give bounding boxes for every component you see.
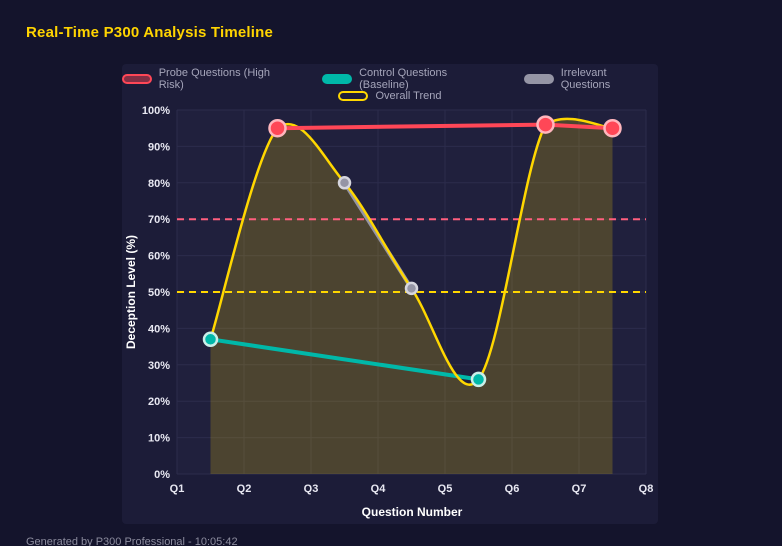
x-axis-title: Question Number [362,505,463,519]
data-point-control-questions-baseline[interactable] [470,371,487,388]
y-tick-label: 90% [148,141,170,153]
y-tick-label: 80% [148,178,170,190]
timeline-chart: Q1 Q2 Q3 Q4 Q5 Q6 Q7 Q8 0% 10% 20% 30% 40% 50% 60% 70% 8… [124,105,654,519]
data-point-probe-questions-high-risk[interactable] [603,118,622,138]
legend-item-control-questions-baseline[interactable]: Control Questions (Baseline) [322,67,498,91]
data-point-irrelevant-questions[interactable] [337,176,352,190]
x-tick-label: Q3 [304,483,319,495]
x-tick-label: Q1 [170,483,185,495]
chart-legend: Probe Questions (High Risk) Control Quest… [122,67,658,102]
x-tick-label: Q7 [572,483,587,495]
legend-item-overall-trend[interactable]: Overall Trend [338,89,442,102]
legend-item-probe-questions-high-risk[interactable]: Probe Questions (High Risk) [122,67,296,91]
chart-panel: Probe Questions (High Risk) Control Quest… [122,64,658,524]
series-line-control-questions-baseline [208,337,481,382]
y-tick-label: 20% [148,396,170,408]
legend-item-irrelevant-questions[interactable]: Irrelevant Questions [524,67,658,91]
y-tick-label: 50% [148,287,170,299]
x-tick-label: Q2 [237,483,252,495]
legend-swatch [338,90,369,101]
data-point-probe-questions-high-risk[interactable] [268,118,287,138]
legend-swatch [524,73,554,84]
y-tick-label: 100% [142,106,170,117]
page-title: Real-Time P300 Analysis Timeline [26,24,274,41]
footer-note: Generated by P300 Professional - 10:05:4… [26,536,238,546]
legend-label: Control Questions (Baseline) [359,66,448,91]
y-tick-label: 40% [148,323,170,335]
trend-area-fill [210,118,613,474]
y-tick-label: 0% [154,469,170,481]
x-tick-label: Q4 [371,483,387,495]
legend-label: Overall Trend [375,89,442,102]
data-point-control-questions-baseline[interactable] [202,331,219,348]
y-tick-label: 30% [148,360,170,372]
legend-row-top: Probe Questions (High Risk) Control Quest… [122,67,658,91]
legend-row-bottom: Overall Trend [338,89,442,102]
legend-label: Probe Questions (High Risk) [158,66,270,91]
data-point-probe-questions-high-risk[interactable] [536,115,555,134]
y-tick-label: 60% [148,251,170,263]
legend-swatch [122,73,152,84]
legend-label: Irrelevant Questions [560,66,611,91]
y-tick-label: 10% [148,433,170,445]
legend-swatch [322,73,353,84]
x-tick-label: Q8 [639,483,654,495]
y-tick-label: 70% [148,214,170,226]
data-point-irrelevant-questions[interactable] [404,281,419,296]
x-tick-label: Q5 [438,483,453,495]
x-tick-label: Q6 [505,483,520,495]
y-axis-title: Deception Level (%) [124,235,138,349]
